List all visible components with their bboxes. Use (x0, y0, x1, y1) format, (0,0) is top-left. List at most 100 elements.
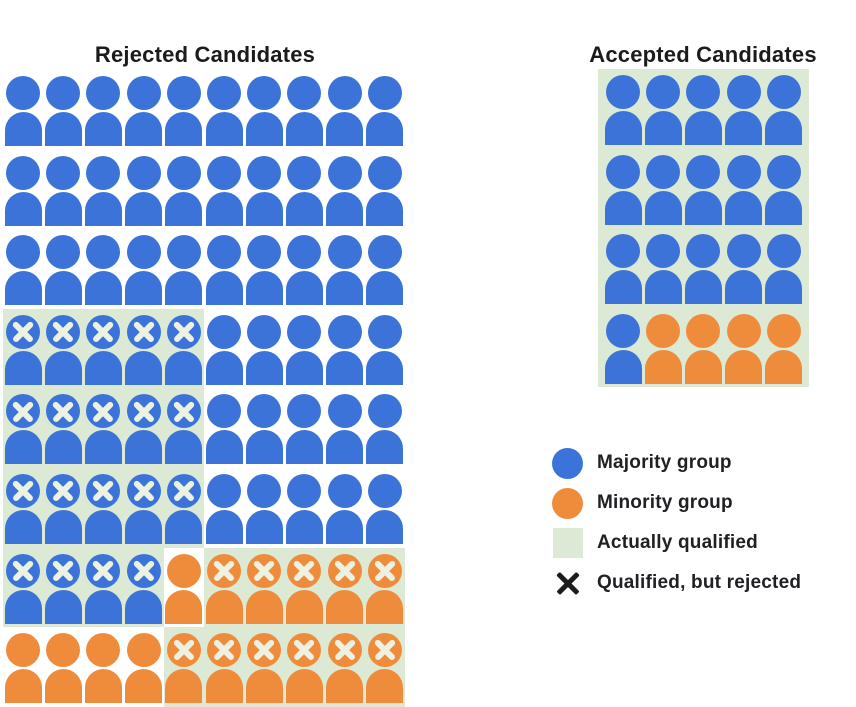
candidate-cell (83, 150, 123, 230)
person-torso (205, 350, 243, 385)
candidate-cell (43, 627, 83, 707)
person-icon-blue (326, 394, 364, 465)
person-torso (604, 111, 642, 145)
person-torso (285, 589, 323, 624)
person-icon-orange (644, 313, 682, 385)
person-torso (725, 190, 763, 225)
person-icon-blue (366, 314, 404, 386)
person-icon-blue (644, 154, 682, 226)
candidate-cell (244, 309, 284, 389)
person-torso (245, 271, 283, 306)
person-torso (285, 350, 323, 385)
person-icon-blue (125, 314, 163, 386)
person-torso (4, 271, 42, 306)
x-mark-icon (247, 633, 281, 667)
person-head (207, 155, 242, 190)
person-icon-blue (245, 155, 283, 227)
person-torso (84, 669, 122, 704)
person-icon-orange (165, 633, 203, 704)
candidate-cell (325, 229, 365, 309)
person-icon-blue (44, 394, 82, 465)
candidate-cell (3, 388, 44, 468)
legend-label-majority: Majority group (597, 452, 732, 473)
person-torso (245, 589, 283, 624)
person-torso (245, 191, 283, 226)
person-torso (125, 271, 163, 306)
candidate-cell (83, 547, 124, 628)
person-head (166, 155, 201, 190)
person-head (367, 235, 402, 270)
person-head (86, 155, 121, 190)
person-icon-orange (4, 633, 42, 704)
candidate-cell (163, 467, 204, 548)
person-torso (84, 271, 122, 306)
candidate-cell (3, 229, 43, 309)
candidate-cell (325, 388, 365, 468)
person-icon-blue (245, 235, 283, 306)
person-head (327, 473, 362, 508)
person-icon-orange (44, 633, 82, 704)
person-icon-blue (44, 553, 82, 625)
candidate-cell (643, 148, 684, 229)
person-icon-blue (725, 234, 763, 305)
person-head (86, 633, 121, 668)
candidate-cell (43, 308, 84, 389)
person-head (207, 314, 242, 349)
candidate-cell (3, 150, 43, 230)
candidate-cell (365, 309, 405, 389)
person-icon-blue (245, 394, 283, 465)
qualified-rejected-swatch (552, 568, 583, 599)
person-torso (245, 509, 283, 544)
person-icon-blue (604, 234, 642, 305)
person-icon-blue (285, 314, 323, 386)
person-head (247, 235, 282, 270)
person-torso (644, 111, 682, 145)
person-icon-blue (125, 235, 163, 306)
x-mark-icon (287, 633, 321, 667)
person-icon-blue (604, 154, 642, 226)
candidate-cell (43, 467, 84, 548)
person-head (646, 75, 681, 109)
candidate-cell (124, 150, 164, 230)
person-head (367, 314, 402, 349)
person-icon-blue (4, 394, 42, 465)
person-torso (44, 350, 82, 385)
person-icon-blue (285, 235, 323, 306)
person-head (367, 394, 402, 429)
person-head (166, 235, 201, 270)
person-torso (366, 669, 404, 704)
qualified-swatch (552, 528, 583, 559)
person-head (327, 394, 362, 429)
person-icon-blue (4, 473, 42, 545)
person-icon-blue (125, 155, 163, 227)
person-icon-orange (205, 553, 243, 625)
person-torso (125, 589, 163, 624)
person-torso (165, 509, 203, 544)
person-torso (44, 669, 82, 704)
person-head (686, 234, 721, 269)
majority-group-swatch (552, 447, 583, 479)
person-torso (125, 669, 163, 704)
candidate-cell (124, 229, 164, 309)
candidate-cell (284, 468, 324, 548)
x-mark-icon (247, 554, 281, 588)
person-icon-blue (684, 75, 722, 146)
person-torso (684, 349, 722, 384)
person-icon-blue (326, 235, 364, 306)
candidate-cell (43, 150, 83, 230)
person-icon-blue (644, 75, 682, 146)
candidate-cell (763, 69, 804, 149)
candidate-cell (83, 627, 123, 707)
person-torso (326, 509, 364, 544)
person-head (287, 235, 322, 270)
minority-group-swatch (552, 487, 583, 519)
person-icon-orange (205, 633, 243, 704)
candidate-cell (365, 70, 405, 150)
person-icon-orange (684, 313, 722, 385)
candidate-cell (3, 70, 43, 150)
person-icon-blue (205, 235, 243, 306)
person-icon-blue (604, 313, 642, 385)
candidate-cell (324, 547, 365, 628)
candidate-cell (43, 229, 83, 309)
legend-item-qualified-rejected: Qualified, but rejected (552, 563, 801, 603)
